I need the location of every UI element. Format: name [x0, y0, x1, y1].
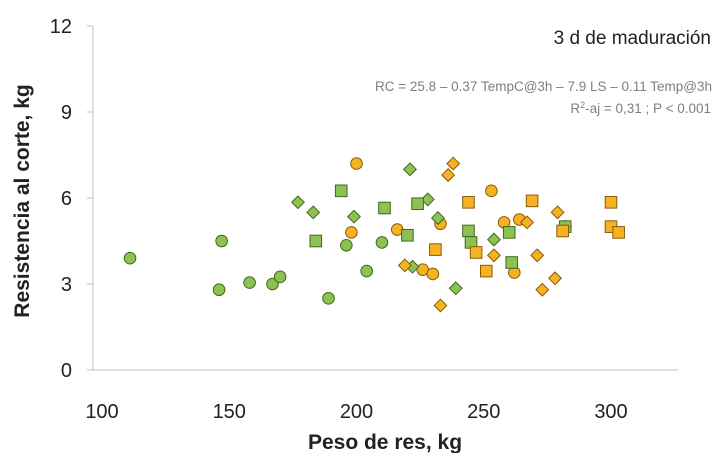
data-point-orange-diamond	[535, 282, 550, 297]
data-point-green-square	[505, 256, 519, 269]
x-tick-label: 200	[340, 401, 373, 423]
data-point-green-diamond	[448, 281, 463, 296]
data-point-green-square	[502, 226, 516, 239]
data-point-orange-square	[429, 243, 442, 256]
data-point-orange-diamond	[446, 156, 461, 171]
x-axis-label: Peso de res, kg	[308, 431, 462, 453]
stats-superscript: 2	[580, 100, 585, 110]
data-point-green-circle	[266, 277, 279, 291]
x-tick-label: 250	[467, 401, 500, 423]
fit-statistics: R2-aj = 0,31 ; P < 0.001	[570, 100, 711, 116]
data-point-orange-square	[479, 264, 493, 278]
annotation-title: 3 d de maduración	[554, 28, 711, 49]
data-point-green-circle	[322, 292, 335, 305]
data-point-green-circle	[215, 234, 228, 248]
data-point-green-circle	[375, 236, 389, 249]
data-point-green-circle	[273, 270, 287, 284]
y-tick-label: 6	[61, 188, 72, 210]
data-point-orange-diamond	[433, 298, 448, 313]
data-point-green-circle	[123, 251, 137, 265]
data-point-green-square	[462, 224, 475, 238]
y-tick-label: 9	[61, 102, 72, 124]
data-point-green-diamond	[402, 162, 417, 177]
x-tick-label: 150	[213, 401, 246, 423]
regression-equation: RC = 25.8 – 0.37 TempC@3h – 7.9 LS – 0.1…	[375, 79, 712, 94]
data-point-orange-square	[462, 196, 475, 209]
data-point-green-circle	[360, 264, 373, 278]
data-point-orange-square	[612, 226, 625, 239]
data-point-green-square	[309, 234, 323, 248]
data-point-orange-square	[604, 196, 618, 209]
data-point-orange-diamond	[397, 258, 412, 273]
data-point-green-diamond	[420, 192, 435, 207]
data-point-green-diamond	[486, 232, 501, 247]
data-point-orange-circle	[426, 267, 440, 281]
data-point-green-square	[411, 197, 424, 211]
data-point-green-diamond	[430, 211, 445, 226]
data-point-green-square	[378, 201, 391, 215]
y-tick-label: 3	[61, 274, 72, 296]
data-point-orange-circle	[350, 157, 363, 170]
stats-rest: -aj = 0,31 ; P < 0.001	[585, 101, 711, 116]
data-point-green-circle	[212, 283, 226, 297]
data-point-orange-square	[525, 194, 539, 208]
data-point-orange-diamond	[530, 248, 545, 263]
data-point-orange-square	[469, 246, 483, 259]
plot-area: 0 3 6 9 12 100 150 200 250 300	[50, 16, 678, 423]
x-tick-label: 100	[85, 401, 118, 423]
data-point-green-square	[334, 184, 348, 198]
y-axis-label: Resistencia al corte, kg	[11, 84, 34, 317]
data-point-orange-diamond	[550, 205, 565, 220]
data-point-orange-diamond	[520, 215, 535, 230]
data-point-green-circle	[243, 276, 256, 289]
data-point-orange-diamond	[441, 168, 456, 183]
x-tick-label: 300	[594, 401, 627, 423]
y-tick-label: 12	[50, 16, 72, 38]
x-tick-labels: 100 150 200 250 300	[85, 401, 627, 423]
y-tick-label: 0	[61, 360, 72, 382]
data-point-green-circle	[340, 239, 353, 252]
data-point-orange-diamond	[486, 248, 501, 263]
data-points	[123, 156, 625, 313]
stats-prefix: R	[570, 101, 580, 116]
y-tick-labels: 0 3 6 9 12	[50, 16, 93, 382]
data-point-orange-circle	[345, 226, 358, 239]
data-point-green-diamond	[346, 209, 361, 224]
data-point-green-diamond	[290, 195, 305, 210]
data-point-green-square	[401, 228, 414, 242]
data-point-orange-diamond	[548, 271, 563, 286]
data-point-orange-circle	[485, 184, 498, 198]
data-point-green-diamond	[306, 205, 321, 220]
data-point-orange-square	[556, 224, 569, 238]
